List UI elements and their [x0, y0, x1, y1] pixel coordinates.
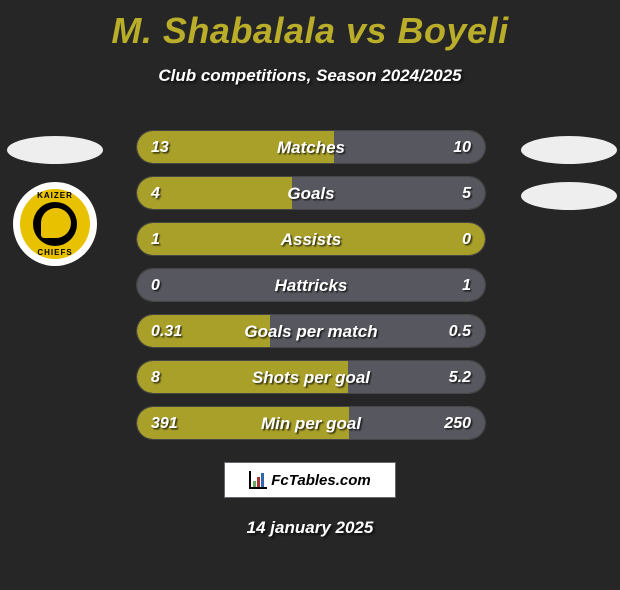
date-text: 14 january 2025	[0, 518, 620, 538]
brand-text: FcTables.com	[271, 472, 370, 489]
left-club-badge: KAIZER CHIEFS	[13, 182, 97, 266]
left-player-column: KAIZER CHIEFS	[0, 128, 110, 270]
stat-label: Assists	[137, 223, 485, 256]
left-club-bottom-text: CHIEFS	[13, 248, 97, 257]
stat-row: 45Goals	[136, 176, 486, 210]
stat-rows: 1310Matches 45Goals 10Assists 01Hattricks 0.…	[136, 130, 486, 452]
right-player-column	[514, 128, 620, 228]
left-player-placeholder	[7, 136, 103, 164]
page-title: M. Shabalala vs Boyeli	[0, 10, 620, 52]
right-club-placeholder	[521, 182, 617, 210]
right-player-placeholder	[521, 136, 617, 164]
stat-row: 391250Min per goal	[136, 406, 486, 440]
stat-row: 0.310.5Goals per match	[136, 314, 486, 348]
stat-label: Min per goal	[137, 407, 485, 440]
left-club-top-text: KAIZER	[13, 191, 97, 200]
stat-row: 85.2Shots per goal	[136, 360, 486, 394]
footer-brand: FcTables.com	[224, 462, 396, 498]
subtitle: Club competitions, Season 2024/2025	[0, 66, 620, 86]
stat-label: Matches	[137, 131, 485, 164]
stat-row: 1310Matches	[136, 130, 486, 164]
stat-label: Shots per goal	[137, 361, 485, 394]
stat-row: 10Assists	[136, 222, 486, 256]
stat-label: Goals per match	[137, 315, 485, 348]
stat-label: Hattricks	[137, 269, 485, 302]
stat-label: Goals	[137, 177, 485, 210]
brand-chart-icon	[249, 471, 267, 489]
stat-row: 01Hattricks	[136, 268, 486, 302]
